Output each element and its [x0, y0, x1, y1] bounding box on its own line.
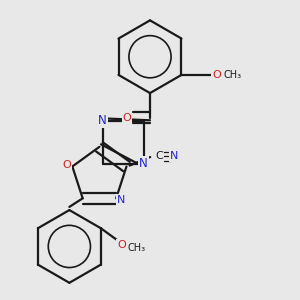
Text: N: N — [98, 114, 107, 128]
Text: O: O — [122, 113, 131, 123]
Text: N: N — [117, 195, 125, 205]
Text: O: O — [62, 160, 71, 170]
Text: N: N — [170, 152, 179, 161]
Text: O: O — [212, 70, 220, 80]
Text: N: N — [139, 157, 148, 170]
Text: CH₃: CH₃ — [128, 243, 146, 253]
Text: C: C — [156, 152, 164, 161]
Text: CH₃: CH₃ — [224, 70, 242, 80]
Text: O: O — [117, 240, 126, 250]
